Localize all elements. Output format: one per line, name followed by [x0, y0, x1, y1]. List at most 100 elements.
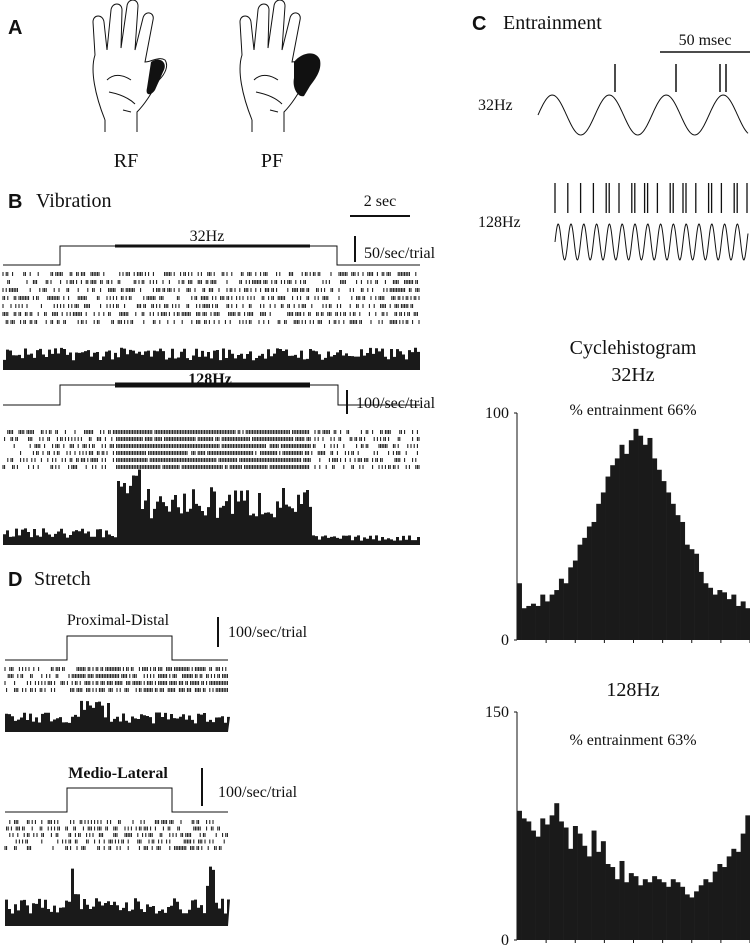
psth	[3, 469, 420, 545]
spike-raster	[4, 846, 222, 850]
bar	[568, 567, 574, 640]
bar	[530, 830, 536, 940]
panel-title: Stretch	[34, 568, 91, 590]
spike-raster	[7, 280, 418, 284]
bar	[628, 440, 634, 640]
bar	[736, 851, 741, 940]
spike-raster	[2, 272, 417, 276]
bar	[698, 885, 704, 940]
spike-train	[554, 183, 748, 213]
chart-subtitle: % entrainment 63%	[569, 732, 696, 749]
trace-label: Proximal-Distal	[67, 612, 170, 629]
bar	[572, 560, 578, 640]
bar	[600, 841, 606, 940]
spike-raster	[2, 312, 418, 316]
bar	[633, 428, 639, 640]
bar	[670, 879, 676, 940]
bar	[703, 583, 709, 640]
spike-raster	[6, 826, 220, 831]
bar	[689, 549, 695, 640]
bar	[722, 867, 727, 940]
bar	[582, 537, 588, 640]
panel-title: Entrainment	[503, 12, 602, 34]
bar	[619, 444, 625, 640]
spike-raster	[7, 430, 418, 434]
bar	[717, 590, 723, 640]
bar	[642, 879, 648, 940]
hand-rf	[92, 0, 168, 132]
bar	[535, 836, 541, 940]
bar	[680, 521, 686, 640]
bar	[675, 515, 681, 640]
panel-title: Vibration	[36, 190, 111, 212]
bar	[722, 592, 727, 640]
bar	[731, 594, 737, 640]
bar	[694, 891, 700, 940]
stimulus-trace	[3, 245, 420, 266]
spike-raster	[7, 458, 417, 462]
bar	[675, 882, 681, 940]
bar	[726, 599, 732, 640]
bar	[698, 571, 704, 640]
bar	[544, 824, 550, 940]
bar	[517, 583, 522, 640]
bar	[577, 544, 583, 640]
bar	[544, 601, 550, 640]
bar	[614, 879, 620, 940]
bar	[656, 879, 662, 940]
bar	[689, 897, 695, 940]
bar	[647, 437, 653, 640]
bar	[563, 827, 569, 940]
bar	[610, 867, 616, 940]
bar	[740, 833, 746, 940]
panel-letter: B	[8, 191, 22, 213]
bar	[521, 608, 527, 640]
spike-raster	[2, 304, 414, 308]
stimulus-trace	[5, 635, 228, 661]
chart-title: 128Hz	[606, 679, 659, 701]
y-tick-label: 150	[485, 704, 509, 721]
bar	[694, 553, 700, 640]
trace-label: 32Hz	[478, 97, 513, 114]
bar	[726, 856, 732, 940]
bar	[554, 803, 560, 940]
bar	[526, 821, 532, 940]
bar	[591, 830, 597, 940]
trace-label: Medio-Lateral	[68, 765, 168, 782]
bar	[745, 608, 750, 640]
bar	[633, 876, 639, 940]
bar	[666, 886, 672, 940]
bar	[731, 848, 737, 940]
bar	[554, 590, 560, 640]
trace-label: 128Hz	[478, 214, 521, 231]
bar	[652, 458, 658, 640]
sine-trace	[537, 94, 749, 136]
y-tick-label: 0	[501, 632, 509, 649]
bar	[558, 578, 564, 640]
bar	[708, 587, 714, 640]
bar	[717, 864, 723, 940]
spike-raster	[7, 674, 228, 678]
trace-label: 32Hz	[190, 228, 225, 245]
scale-label: 50 msec	[679, 32, 732, 49]
bar	[647, 882, 653, 940]
bar	[661, 481, 667, 640]
bar	[600, 492, 606, 640]
bar	[535, 605, 541, 640]
spike-raster	[4, 667, 227, 671]
bar	[596, 503, 602, 640]
bar	[745, 815, 750, 940]
bar	[614, 458, 620, 640]
bar	[563, 583, 569, 640]
bar	[624, 882, 630, 940]
hand-pf	[239, 0, 321, 132]
spike-raster	[2, 296, 420, 300]
bar	[680, 886, 686, 940]
bar	[642, 444, 648, 640]
bar	[530, 603, 536, 640]
bar	[596, 851, 602, 940]
bar	[540, 818, 546, 940]
chart-subtitle: % entrainment 66%	[569, 402, 696, 419]
bar	[586, 856, 592, 940]
